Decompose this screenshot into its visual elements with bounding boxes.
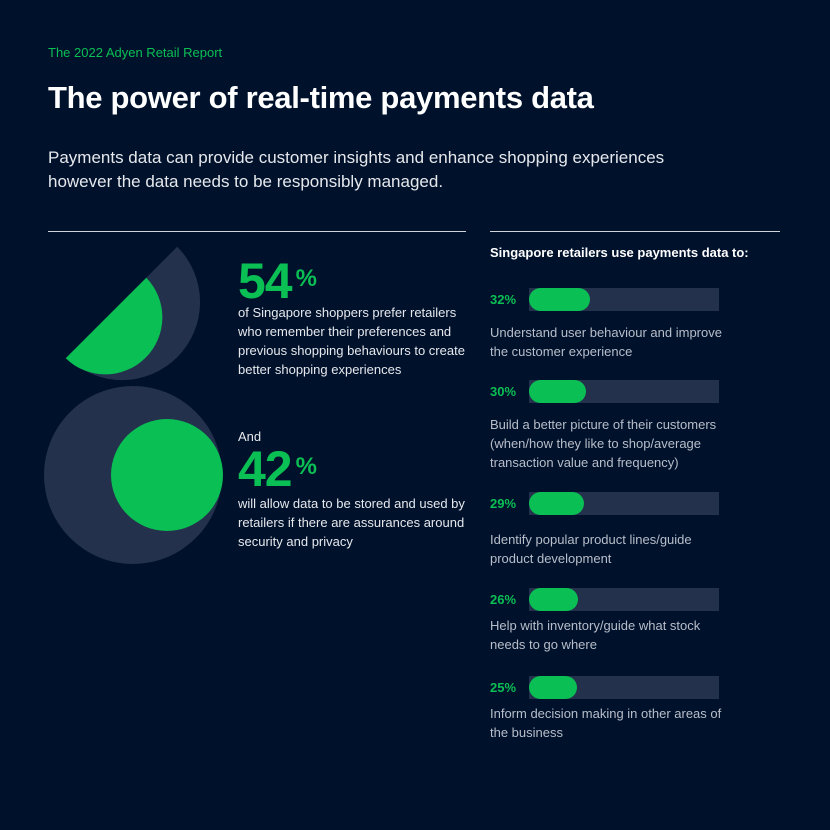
report-label: The 2022 Adyen Retail Report <box>48 45 223 60</box>
bar-category-label: Understand user behaviour and improve th… <box>490 325 722 359</box>
bar-track <box>529 288 719 311</box>
decorative-graphic <box>44 246 223 564</box>
stat2-circle <box>111 419 223 531</box>
divider-left <box>48 231 466 232</box>
divider-right <box>490 231 780 232</box>
bar-value-label: 30% <box>490 384 517 399</box>
page-title: The power of real-time payments data <box>48 80 594 115</box>
bar <box>529 492 585 515</box>
bar-track <box>529 676 719 699</box>
stat1-value: 54% <box>238 253 317 309</box>
bar-value-label: 32% <box>490 292 517 307</box>
bar-track <box>529 492 719 515</box>
bar <box>529 588 579 611</box>
bar-value-label: 29% <box>490 496 517 511</box>
bar-value-label: 25% <box>490 680 517 695</box>
page-subtitle: Payments data can provide customer insig… <box>48 148 665 191</box>
bar <box>529 380 586 403</box>
bar <box>529 288 590 311</box>
stat2-value: 42% <box>238 441 317 497</box>
bar-value-label: 26% <box>490 592 517 607</box>
bar-category-label: Build a better picture of their customer… <box>490 417 717 470</box>
stat2-text: will allow data to be stored and used by… <box>238 496 465 549</box>
bar-category-label: Help with inventory/guide what stock nee… <box>490 618 701 652</box>
bar <box>529 676 577 699</box>
stat1-text: of Singapore shoppers prefer retailers w… <box>238 305 465 377</box>
bar-category-label: Identify popular product lines/guide pro… <box>490 532 692 566</box>
stat1-half-disc <box>65 277 163 375</box>
bar-category-label: Inform decision making in other areas of… <box>490 706 722 740</box>
chart-title: Singapore retailers use payments data to… <box>490 245 749 260</box>
bar-track <box>529 588 719 611</box>
connector-text: And <box>238 429 262 444</box>
bar-track <box>529 380 719 403</box>
